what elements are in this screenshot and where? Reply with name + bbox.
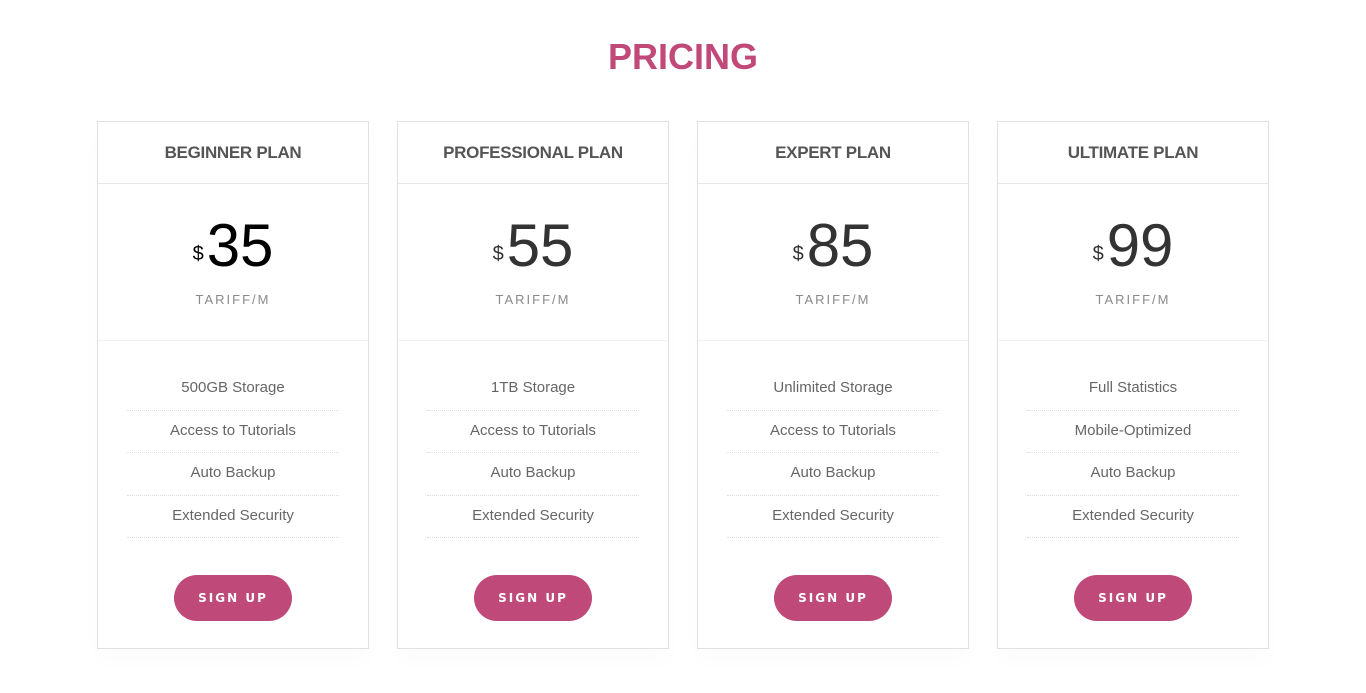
price-period: TARIFF/M [195, 292, 271, 307]
feature-item: 500GB Storage [127, 368, 339, 411]
price-period: TARIFF/M [795, 292, 871, 307]
price-period: TARIFF/M [1095, 292, 1171, 307]
currency-symbol: $ [1092, 243, 1104, 265]
price-period: TARIFF/M [495, 292, 571, 307]
sign-up-button[interactable]: SIGN UP [474, 575, 592, 621]
price-section: $99 TARIFF/M [998, 184, 1268, 341]
feature-item: Unlimited Storage [727, 368, 939, 411]
pricing-cards: BEGINNER PLAN $35 TARIFF/M 500GB Storage… [97, 121, 1269, 649]
pricing-card: BEGINNER PLAN $35 TARIFF/M 500GB Storage… [97, 121, 369, 649]
feature-item: Auto Backup [127, 453, 339, 496]
price: $85 [698, 210, 968, 282]
feature-item: Access to Tutorials [127, 411, 339, 453]
page-title: PRICING [607, 36, 758, 77]
feature-item: Full Statistics [1027, 368, 1239, 411]
sign-up-button[interactable]: SIGN UP [1074, 575, 1192, 621]
price-value: 55 [506, 212, 574, 279]
pricing-card: PROFESSIONAL PLAN $55 TARIFF/M 1TB Stora… [397, 121, 669, 649]
price-value: 99 [1106, 212, 1174, 279]
price: $99 [998, 210, 1268, 282]
feature-list: Full Statistics Mobile-Optimized Auto Back… [1027, 368, 1239, 538]
sign-up-button[interactable]: SIGN UP [774, 575, 892, 621]
feature-item: 1TB Storage [427, 368, 639, 411]
feature-item: Access to Tutorials [427, 411, 639, 453]
currency-symbol: $ [492, 243, 504, 265]
price-section: $55 TARIFF/M [398, 184, 668, 341]
price-value: 85 [806, 212, 874, 279]
feature-item: Extended Security [427, 496, 639, 538]
feature-item: Auto Backup [727, 453, 939, 496]
plan-name: BEGINNER PLAN [98, 122, 368, 184]
sign-up-button[interactable]: SIGN UP [174, 575, 292, 621]
pricing-card: EXPERT PLAN $85 TARIFF/M Unlimited Stora… [697, 121, 969, 649]
pricing-card: ULTIMATE PLAN $99 TARIFF/M Full Statisti… [997, 121, 1269, 649]
plan-name: PROFESSIONAL PLAN [398, 122, 668, 184]
feature-item: Auto Backup [1027, 453, 1239, 496]
feature-item: Extended Security [127, 496, 339, 538]
currency-symbol: $ [792, 243, 804, 265]
feature-list: 500GB Storage Access to Tutorials Auto Bac… [127, 368, 339, 538]
feature-item: Access to Tutorials [727, 411, 939, 453]
price: $35 [98, 210, 368, 282]
plan-name: ULTIMATE PLAN [998, 122, 1268, 184]
price-value: 35 [206, 212, 274, 279]
feature-item: Mobile-Optimized [1027, 411, 1239, 453]
price: $55 [398, 210, 668, 282]
feature-list: Unlimited Storage Access to Tutorials Auto… [727, 368, 939, 538]
price-section: $35 TARIFF/M [98, 184, 368, 341]
feature-item: Extended Security [1027, 496, 1239, 538]
price-section: $85 TARIFF/M [698, 184, 968, 341]
feature-item: Auto Backup [427, 453, 639, 496]
currency-symbol: $ [192, 243, 204, 265]
feature-item: Extended Security [727, 496, 939, 538]
plan-name: EXPERT PLAN [698, 122, 968, 184]
feature-list: 1TB Storage Access to Tutorials Auto Backu… [427, 368, 639, 538]
